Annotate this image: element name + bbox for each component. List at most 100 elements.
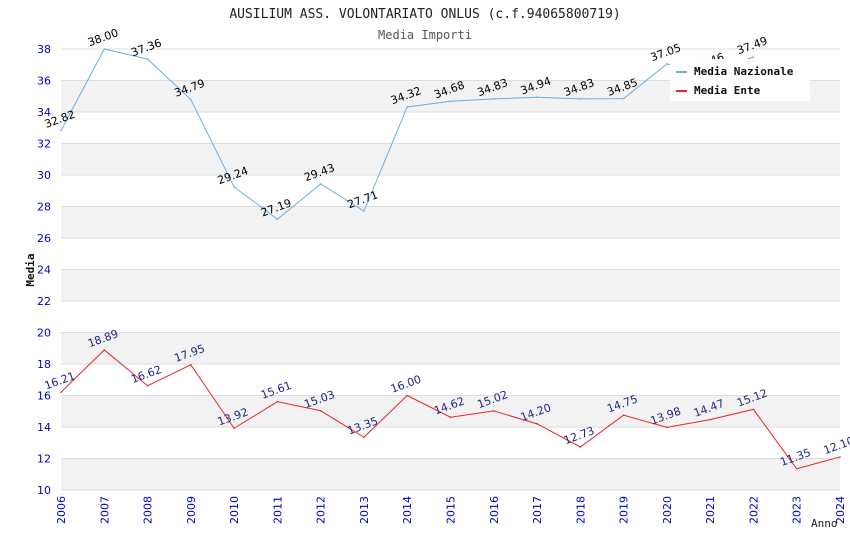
legend-item-media-ente: Media Ente [676,84,761,97]
data-point-media-nazionale [146,58,149,60]
data-label-media-nazionale: 38.00 [86,26,120,49]
y-tick-label-28: 28 [37,201,51,214]
data-point-media-ente [492,410,495,412]
data-label-media-ente: 12.73 [562,424,596,447]
data-point-media-nazionale [622,97,625,100]
data-point-media-ente [233,427,235,430]
data-point-media-nazionale [536,96,538,98]
x-tick-label-2020: 2020 [661,496,674,524]
grid-band [61,269,840,301]
data-point-media-ente [276,400,279,403]
data-label-media-nazionale: 37.36 [129,36,163,59]
data-point-media-ente [795,467,798,470]
data-point-media-ente [363,436,365,439]
series-lines [60,48,841,470]
data-point-media-ente [579,446,582,448]
x-tick-label-2007: 2007 [98,496,111,524]
x-tick-label-2012: 2012 [315,496,328,524]
y-tick-label-18: 18 [37,358,51,371]
x-tick-label-2010: 2010 [228,496,241,524]
legend-box [670,59,810,101]
data-point-media-ente [839,456,841,458]
data-point-media-nazionale [60,129,62,132]
series-line-media-nazionale [60,48,754,220]
legend-label-media-ente: Media Ente [694,84,761,97]
legend-item-media-nazionale: Media Nazionale [676,65,794,78]
x-tick-label-2006: 2006 [55,496,68,524]
y-axis-label: Media [24,253,37,286]
x-tick-label-2017: 2017 [531,496,544,524]
data-label-media-ente: 12.10 [822,434,850,457]
y-tick-label-24: 24 [37,264,51,277]
data-point-media-nazionale [492,98,495,100]
data-point-media-ente [449,416,452,419]
x-tick-label-2021: 2021 [704,496,717,524]
data-point-media-ente [666,426,668,429]
legend-swatch-media-nazionale [676,71,687,73]
y-tick-label-12: 12 [37,453,51,466]
grid-band [61,143,840,175]
data-point-media-ente [103,349,106,351]
y-tick-label-30: 30 [37,169,51,182]
data-point-media-nazionale [233,186,235,188]
grid-band [61,206,840,238]
grid-bands [61,80,840,490]
x-tick-label-2011: 2011 [271,496,284,524]
grid-band [61,395,840,427]
y-tick-label-38: 38 [37,43,51,56]
data-label-media-ente: 16.00 [389,373,423,396]
y-tick-label-20: 20 [37,327,51,340]
data-point-media-nazionale [579,98,582,100]
x-tick-labels: 2006 2007 2008 2009 2010 2011 2012 2013 2014 2015… [55,496,847,524]
data-point-media-nazionale [276,218,279,221]
data-point-media-ente [190,363,192,366]
data-point-media-ente [406,394,409,397]
legend-label-media-nazionale: Media Nazionale [694,65,794,78]
y-tick-label-26: 26 [37,232,51,245]
data-point-media-ente [752,408,755,411]
data-point-media-nazionale [103,48,106,50]
data-point-media-nazionale [666,63,668,65]
x-tick-label-2018: 2018 [574,496,587,524]
chart-subtitle: Media Importi [378,28,472,42]
x-tick-label-2022: 2022 [747,496,760,524]
data-point-media-nazionale [190,98,192,101]
x-tick-label-2016: 2016 [488,496,501,524]
y-tick-label-36: 36 [37,75,51,88]
data-point-media-ente [536,423,538,425]
data-point-media-nazionale [363,210,365,212]
data-point-media-nazionale [752,56,755,58]
data-label-media-ente: 16.62 [129,363,163,386]
data-point-media-nazionale [319,183,322,185]
x-tick-label-2014: 2014 [401,496,414,524]
data-label-media-nazionale: 37.49 [735,34,769,57]
data-point-media-ente [146,384,149,387]
x-tick-label-2024: 2024 [834,496,847,524]
x-tick-label-2008: 2008 [142,496,155,524]
data-point-media-ente [709,418,711,421]
y-tick-label-14: 14 [37,421,51,434]
y-tick-label-16: 16 [37,390,51,403]
y-tick-label-10: 10 [37,484,51,497]
y-tick-label-32: 32 [37,138,51,151]
y-tick-label-34: 34 [37,106,51,119]
grid-band [61,458,840,490]
chart-title: AUSILIUM ASS. VOLONTARIATO ONLUS (c.f.94… [229,7,620,22]
data-point-media-ente [319,409,322,412]
x-tick-label-2015: 2015 [445,496,458,524]
grid-band [61,332,840,364]
y-tick-labels: 10 12 14 16 18 20 22 24 26 28 30 32 34 36 38 [37,43,51,497]
x-tick-label-2023: 2023 [791,496,804,524]
x-tick-label-2013: 2013 [358,496,371,524]
legend: Media Nazionale Media Ente [670,59,810,101]
data-point-media-nazionale [449,100,452,103]
y-tick-label-22: 22 [37,295,51,308]
data-point-media-ente [60,391,62,393]
legend-swatch-media-ente [676,90,687,92]
x-tick-label-2009: 2009 [185,496,198,524]
data-point-media-nazionale [406,106,409,108]
x-axis-label: Anno [811,517,838,530]
x-tick-label-2019: 2019 [618,496,631,524]
data-point-media-ente [622,414,625,416]
